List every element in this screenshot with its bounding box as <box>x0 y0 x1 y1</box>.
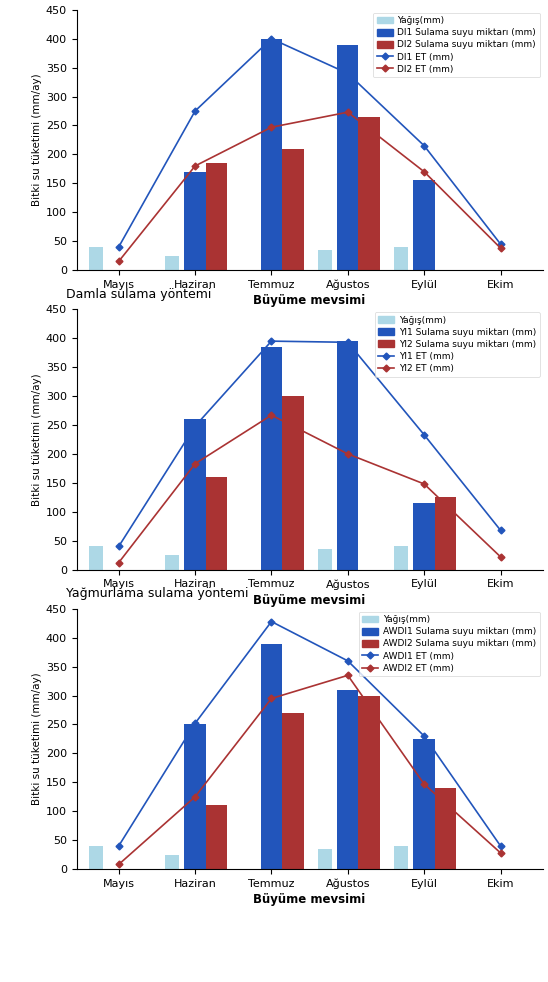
Legend: Yağış(mm), AWDI1 Sulama suyu miktarı (mm), AWDI2 Sulama suyu miktarı (mm), AWDI1: Yağış(mm), AWDI1 Sulama suyu miktarı (mm… <box>358 612 540 677</box>
Bar <box>358 695 380 869</box>
Bar <box>165 854 179 869</box>
Bar <box>261 38 282 270</box>
Text: Yağmurlama sulama yöntemi: Yağmurlama sulama yöntemi <box>66 587 248 600</box>
Bar <box>337 341 358 570</box>
Bar <box>395 846 408 869</box>
Bar <box>206 805 227 869</box>
Y-axis label: Bitki su tüketimi (mm/ay): Bitki su tüketimi (mm/ay) <box>32 74 42 206</box>
Bar <box>184 419 206 570</box>
Legend: Yağış(mm), YI1 Sulama suyu miktarı (mm), YI2 Sulama suyu miktarı (mm), YI1 ET (m: Yağış(mm), YI1 Sulama suyu miktarı (mm),… <box>375 312 540 377</box>
Bar <box>184 725 206 869</box>
X-axis label: Büyüme mevsimi: Büyüme mevsimi <box>254 295 366 307</box>
Bar <box>318 249 332 270</box>
Bar <box>414 181 435 270</box>
Bar <box>89 546 102 570</box>
Bar <box>206 163 227 270</box>
Bar <box>395 546 408 570</box>
Y-axis label: Bitki su tüketimi (mm/ay): Bitki su tüketimi (mm/ay) <box>32 673 42 805</box>
Bar <box>282 148 304 270</box>
Bar <box>318 848 332 869</box>
Bar <box>89 846 102 869</box>
Bar <box>89 246 102 270</box>
Bar <box>282 396 304 570</box>
Bar <box>184 172 206 270</box>
Bar <box>435 789 456 869</box>
Bar <box>282 713 304 869</box>
X-axis label: Büyüme mevsimi: Büyüme mevsimi <box>254 594 366 607</box>
Bar <box>337 44 358 270</box>
Bar <box>165 255 179 270</box>
Bar <box>358 117 380 270</box>
Bar <box>435 497 456 570</box>
X-axis label: Büyüme mevsimi: Büyüme mevsimi <box>254 894 366 906</box>
Bar <box>261 347 282 570</box>
Bar <box>414 503 435 570</box>
Bar <box>165 555 179 570</box>
Y-axis label: Bitki su tüketimi (mm/ay): Bitki su tüketimi (mm/ay) <box>32 373 42 506</box>
Bar <box>206 477 227 570</box>
Bar <box>337 689 358 869</box>
Bar <box>414 738 435 869</box>
Bar <box>318 549 332 570</box>
Bar <box>395 246 408 270</box>
Bar <box>261 643 282 869</box>
Text: Damla sulama yöntemi: Damla sulama yöntemi <box>66 288 211 300</box>
Legend: Yağış(mm), DI1 Sulama suyu miktarı (mm), DI2 Sulama suyu miktarı (mm), DI1 ET (m: Yağış(mm), DI1 Sulama suyu miktarı (mm),… <box>373 13 540 78</box>
